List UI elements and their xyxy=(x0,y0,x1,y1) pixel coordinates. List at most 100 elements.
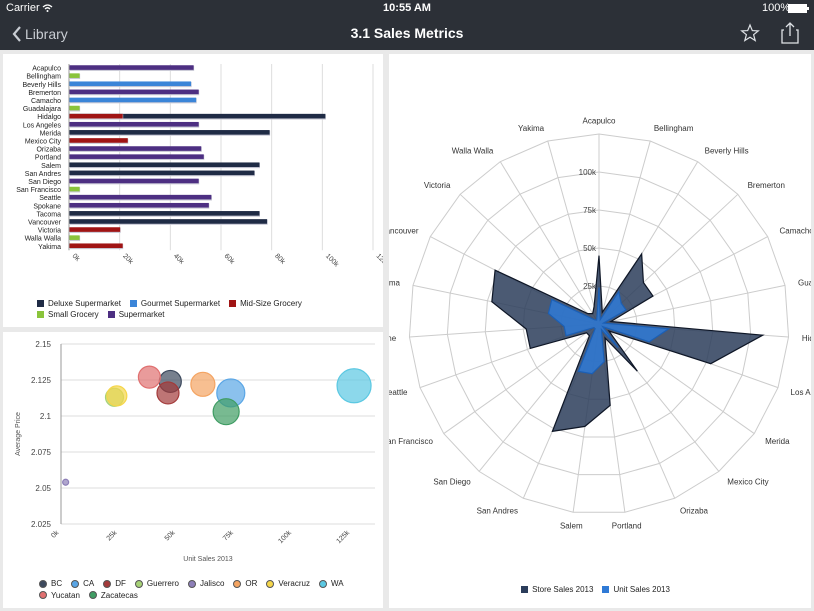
y-tick-label: Vancouver xyxy=(28,219,62,226)
bubble-df xyxy=(156,381,180,405)
legend-item[interactable]: Small Grocery xyxy=(37,309,99,320)
y-tick-label: Salem xyxy=(41,163,61,170)
legend-item[interactable]: DF xyxy=(103,578,126,589)
legend-item[interactable]: Zacatecas xyxy=(88,590,138,601)
radar-axis-label: Guadalajara xyxy=(798,279,811,288)
y-tick-label: San Diego xyxy=(28,179,61,186)
bar-supermarket-los-angeles xyxy=(69,121,199,127)
legend-item[interactable]: Gourmet Supermarket xyxy=(129,298,221,309)
bar-supermarket-acapulco xyxy=(69,65,194,70)
legend-label: Gourmet Supermarket xyxy=(140,299,221,308)
bar-supermarket-orizaba xyxy=(69,146,202,151)
x-tick-label: 80k xyxy=(273,253,286,266)
legend-swatch xyxy=(129,300,137,307)
y-tick-label: Spokane xyxy=(33,203,61,210)
y-tick-label: Orizaba xyxy=(36,147,61,154)
legend-swatch xyxy=(103,579,112,588)
back-button-label: Library xyxy=(25,26,68,42)
legend-item[interactable]: Veracruz xyxy=(266,578,310,589)
legend-swatch xyxy=(602,586,610,593)
x-tick-label: 50k xyxy=(164,529,177,542)
y-tick-label: Guadalajara xyxy=(23,106,61,113)
legend-swatch xyxy=(229,300,237,307)
star-icon[interactable] xyxy=(740,23,760,43)
legend-item[interactable]: Unit Sales 2013 xyxy=(602,584,670,595)
radar-chart: Acapulco Bellingham Beverly Hills Bremerton… xyxy=(365,117,814,531)
radar-axis-label: Beverly Hills xyxy=(705,146,749,155)
x-tick-label: 20k xyxy=(121,253,134,266)
legend-label: WA xyxy=(330,579,344,588)
bubble-veracruz xyxy=(106,385,128,407)
radar-axis-label: San Andres xyxy=(477,506,518,515)
radar-tick-label: 75k xyxy=(583,206,597,215)
legend-item[interactable]: Store Sales 2013 xyxy=(521,584,593,595)
legend-swatch xyxy=(187,579,196,588)
legend-item[interactable]: BC xyxy=(39,578,62,589)
radar-series-unit-sales-2013 xyxy=(547,287,671,375)
radar-axis-label: Hidalgo xyxy=(802,334,811,343)
y-tick-label: Walla Walla xyxy=(25,236,62,243)
radar-axis-label: Acapulco xyxy=(583,117,616,126)
legend-item[interactable]: OR xyxy=(233,578,257,589)
bubble-jalisco xyxy=(62,478,70,486)
radar-spoke xyxy=(478,323,600,472)
legend-item[interactable]: Guerrero xyxy=(134,578,179,589)
legend-item[interactable]: Supermarket xyxy=(107,309,164,320)
y-tick-label: Tacoma xyxy=(36,211,61,218)
legend-swatch xyxy=(39,579,47,588)
radar-axis-label: Los Angeles xyxy=(791,388,811,397)
bar-deluxe-supermarket-merida xyxy=(69,130,270,135)
bar-deluxe-supermarket-san-andres xyxy=(69,170,255,176)
radar-axis-label: Camacho xyxy=(780,226,811,235)
x-tick-label: 0k xyxy=(50,529,61,540)
radar-spoke xyxy=(459,193,600,325)
y-tick-label: Yakima xyxy=(38,244,61,251)
bar-deluxe-supermarket-vancouver xyxy=(69,219,268,224)
x-tick-label: 25k xyxy=(106,529,119,542)
y-tick-label: 2.15 xyxy=(35,340,51,349)
legend-item[interactable]: Deluxe Supermarket xyxy=(37,298,121,309)
legend-label: Yucatan xyxy=(51,590,80,600)
legend-item[interactable]: Yucatan xyxy=(39,590,80,601)
back-button[interactable]: Library xyxy=(12,23,68,45)
legend-swatch xyxy=(233,579,242,588)
radar-axis-label: Merida xyxy=(765,437,790,446)
legend-label: Zacatecas xyxy=(100,590,138,600)
share-icon[interactable] xyxy=(780,21,800,45)
radar-series-store-sales-2013 xyxy=(491,252,765,433)
legend-item[interactable]: CA xyxy=(71,578,94,589)
status-bar: Carrier 10:55 AM 100% xyxy=(0,0,814,17)
radar-spoke xyxy=(598,323,676,499)
radar-axis-label: Yakima xyxy=(518,124,545,133)
x-tick-label: 100k xyxy=(324,253,340,269)
x-tick-label: 0k xyxy=(71,253,82,264)
radar-spoke xyxy=(499,161,600,325)
bar-deluxe-supermarket-tacoma xyxy=(69,211,260,216)
legend-label: Veracruz xyxy=(278,579,310,588)
bar-mid-size-grocery-yakima xyxy=(69,243,123,249)
y-tick-label: Beverly Hills xyxy=(22,82,61,89)
legend-swatch xyxy=(37,311,44,318)
bar-small-grocery-walla-walla xyxy=(69,235,80,240)
legend-item[interactable]: Jalisco xyxy=(187,578,224,589)
bar-supermarket-bremerton xyxy=(69,89,199,95)
y-tick-label: 2.075 xyxy=(31,448,52,457)
legend-label: DF xyxy=(115,579,126,588)
y-tick-label: Seattle xyxy=(39,195,61,202)
legend-swatch xyxy=(107,311,115,318)
radar-spoke xyxy=(598,140,651,325)
legend-swatch xyxy=(318,579,327,588)
battery-label: 100% xyxy=(762,2,791,14)
legend-swatch xyxy=(88,591,97,599)
x-tick-label: 125k xyxy=(335,529,351,545)
legend-item[interactable]: Mid-Size Grocery xyxy=(229,298,302,309)
y-tick-label: Camacho xyxy=(31,98,61,105)
bar-supermarket-spokane xyxy=(69,202,209,208)
legend-item[interactable]: WA xyxy=(318,578,344,589)
radar-axis-label: Seattle xyxy=(389,388,408,397)
y-tick-label: Los Angeles xyxy=(23,122,62,129)
radar-axis-label: Vancouver xyxy=(389,226,419,235)
radar-tick-label: 25k xyxy=(583,282,597,291)
radar-axis-label: San Francisco xyxy=(389,437,433,446)
radar-spoke xyxy=(443,323,600,434)
